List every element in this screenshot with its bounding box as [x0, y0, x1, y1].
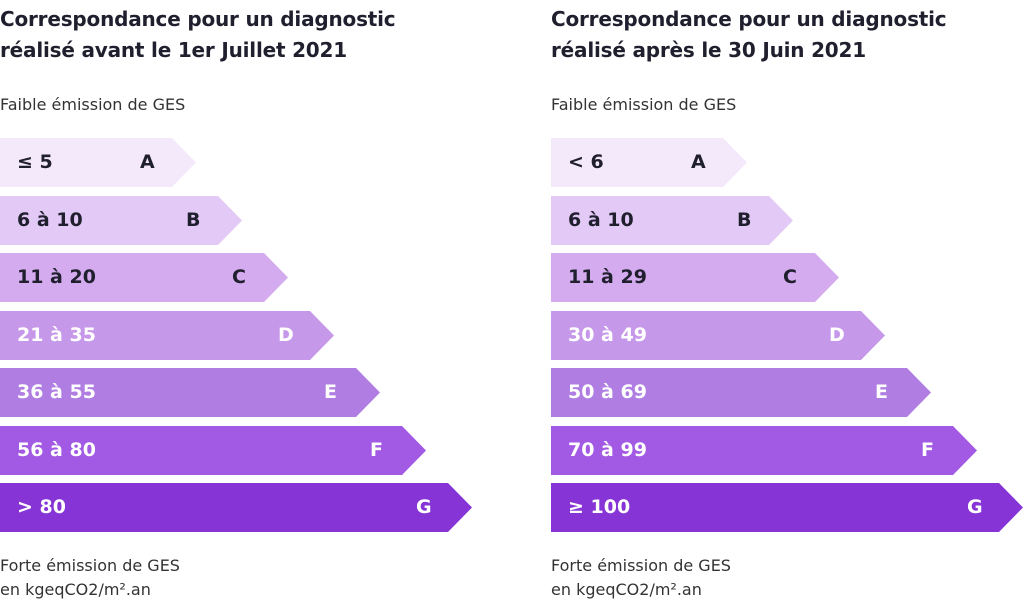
low-emission-label: Faible émission de GES [0, 95, 186, 114]
class-range: 6 à 10 [17, 208, 83, 231]
class-letter: E [324, 381, 337, 403]
class-letter: E [875, 381, 888, 403]
ges-class-b: 6 à 10 B [0, 195, 242, 245]
class-range: 30 à 49 [568, 323, 647, 346]
arrow-bar-shape [551, 425, 977, 475]
arrow-bar-shape [551, 138, 747, 187]
class-range: 21 à 35 [17, 323, 96, 346]
high-emission-text: Forte émission de GES [551, 556, 731, 575]
ges-class-e: 50 à 69 E [551, 368, 931, 417]
class-letter: B [737, 208, 752, 231]
title-line-1: Correspondance pour un diagnostic [551, 7, 947, 31]
panel-title: Correspondance pour un diagnostic réalis… [0, 4, 396, 66]
class-letter: F [370, 438, 383, 461]
ges-class-g: > 80 G [0, 483, 472, 532]
arrow-bar-shape [0, 253, 288, 302]
class-letter: B [186, 208, 201, 231]
class-letter: A [691, 151, 706, 173]
ges-class-a: < 6 A [551, 138, 747, 187]
high-emission-label: Forte émission de GES en kgeqCO2/m².an [0, 554, 180, 602]
ges-bars: ≤ 5 A 6 à 10 B 11 à 20 C 21 à 35 D 36 à 55 E 56 à … [0, 0, 473, 540]
panel-title: Correspondance pour un diagnostic réalis… [551, 4, 947, 66]
ges-class-e: 36 à 55 E [0, 368, 380, 417]
class-letter: F [921, 438, 934, 461]
ges-bars: < 6 A 6 à 10 B 11 à 29 C 30 à 49 D 50 à 69 E 70 à … [551, 0, 1024, 540]
ges-class-b: 6 à 10 B [551, 195, 793, 245]
ges-class-f: 70 à 99 F [551, 425, 977, 475]
arrow-bar-shape [0, 195, 242, 245]
class-range: < 6 [568, 151, 604, 173]
class-range: ≤ 5 [17, 151, 53, 173]
ges-class-a: ≤ 5 A [0, 138, 196, 187]
ges-class-c: 11 à 20 C [0, 253, 288, 302]
title-line-2: réalisé avant le 1er Juillet 2021 [0, 38, 347, 62]
arrow-bar-shape [0, 425, 426, 475]
arrow-bar-shape [551, 195, 793, 245]
arrow-bar-shape [551, 310, 885, 360]
high-emission-label: Forte émission de GES en kgeqCO2/m².an [551, 554, 731, 602]
class-letter: C [783, 266, 797, 288]
high-emission-text: Forte émission de GES [0, 556, 180, 575]
class-range: 36 à 55 [17, 381, 96, 403]
class-letter: G [967, 496, 983, 518]
ges-class-f: 56 à 80 F [0, 425, 426, 475]
ges-scale-after-2021: Correspondance pour un diagnostic réalis… [551, 0, 1024, 604]
class-range: 6 à 10 [568, 208, 634, 231]
unit-label: en kgeqCO2/m².an [551, 580, 702, 599]
class-letter: C [232, 266, 246, 288]
class-range: 11 à 20 [17, 266, 96, 288]
class-range: 56 à 80 [17, 438, 96, 461]
unit-label: en kgeqCO2/m².an [0, 580, 151, 599]
class-range: 70 à 99 [568, 438, 647, 461]
ges-class-g: ≥ 100 G [551, 483, 1023, 532]
class-range: 11 à 29 [568, 266, 647, 288]
arrow-bar-shape [551, 253, 839, 302]
ges-class-d: 21 à 35 D [0, 310, 334, 360]
class-range: ≥ 100 [568, 496, 631, 518]
arrow-bar-shape [551, 483, 1023, 532]
arrow-bar-shape [0, 483, 472, 532]
low-emission-label: Faible émission de GES [551, 95, 737, 114]
class-range: > 80 [17, 496, 66, 518]
class-letter: D [829, 323, 845, 346]
ges-scale-before-2021: Correspondance pour un diagnostic réalis… [0, 0, 473, 604]
class-letter: G [416, 496, 432, 518]
arrow-bar-shape [0, 368, 380, 417]
ges-class-d: 30 à 49 D [551, 310, 885, 360]
class-range: 50 à 69 [568, 381, 647, 403]
title-line-2: réalisé après le 30 Juin 2021 [551, 38, 866, 62]
title-line-1: Correspondance pour un diagnostic [0, 7, 396, 31]
class-letter: A [140, 151, 155, 173]
arrow-bar-shape [0, 138, 196, 187]
arrow-bar-shape [0, 310, 334, 360]
arrow-bar-shape [551, 368, 931, 417]
class-letter: D [278, 323, 294, 346]
ges-class-c: 11 à 29 C [551, 253, 839, 302]
